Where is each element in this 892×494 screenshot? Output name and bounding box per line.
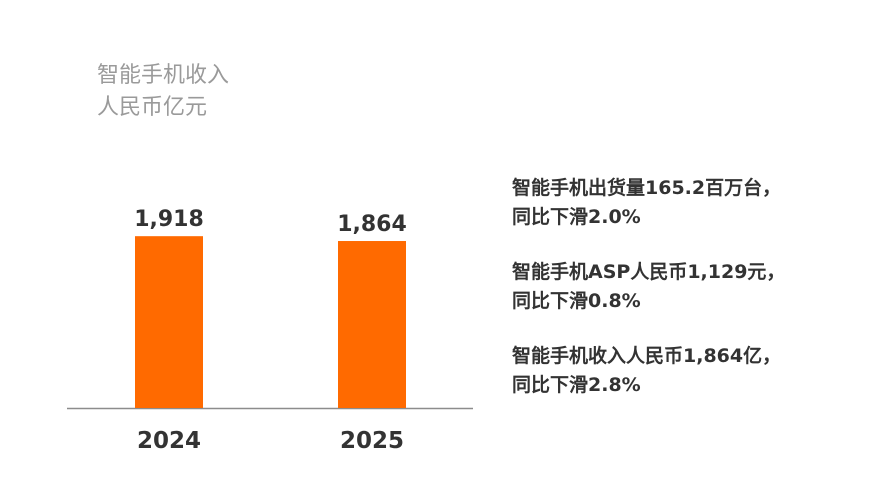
stat-shipments: 智能手机出货量165.2百万台， 同比下滑2.0%: [512, 174, 882, 232]
stat-asp-line2: 同比下滑0.8%: [512, 290, 641, 312]
stat-shipments-line2: 同比下滑2.0%: [512, 206, 641, 228]
stat-revenue-line1: 智能手机收入人民币1,864亿，: [512, 345, 782, 367]
chart-title: 智能手机收入 人民币亿元: [97, 60, 229, 124]
bars-layer: 1,918 2024 1,864 2025: [134, 207, 407, 454]
data-label-2024: 1,918: [134, 207, 204, 232]
stat-revenue: 智能手机收入人民币1,864亿， 同比下滑2.8%: [512, 342, 882, 400]
chart-subtitle-unit: 人民币亿元: [97, 95, 208, 120]
x-tick-label-2025: 2025: [340, 428, 404, 454]
stats-panel: 智能手机出货量165.2百万台， 同比下滑2.0% 智能手机ASP人民币1,12…: [512, 174, 882, 426]
stat-revenue-line2: 同比下滑2.8%: [512, 374, 641, 396]
bar-2025: [338, 241, 406, 408]
stat-asp-line1: 智能手机ASP人民币1,129元，: [512, 261, 786, 283]
stat-shipments-line1: 智能手机出货量165.2百万台，: [512, 177, 782, 199]
x-tick-label-2024: 2024: [137, 428, 201, 454]
bar-2024: [135, 236, 203, 408]
stat-asp: 智能手机ASP人民币1,129元， 同比下滑0.8%: [512, 258, 882, 316]
chart-title-text: 智能手机收入: [97, 63, 230, 88]
data-label-2025: 1,864: [337, 212, 407, 237]
